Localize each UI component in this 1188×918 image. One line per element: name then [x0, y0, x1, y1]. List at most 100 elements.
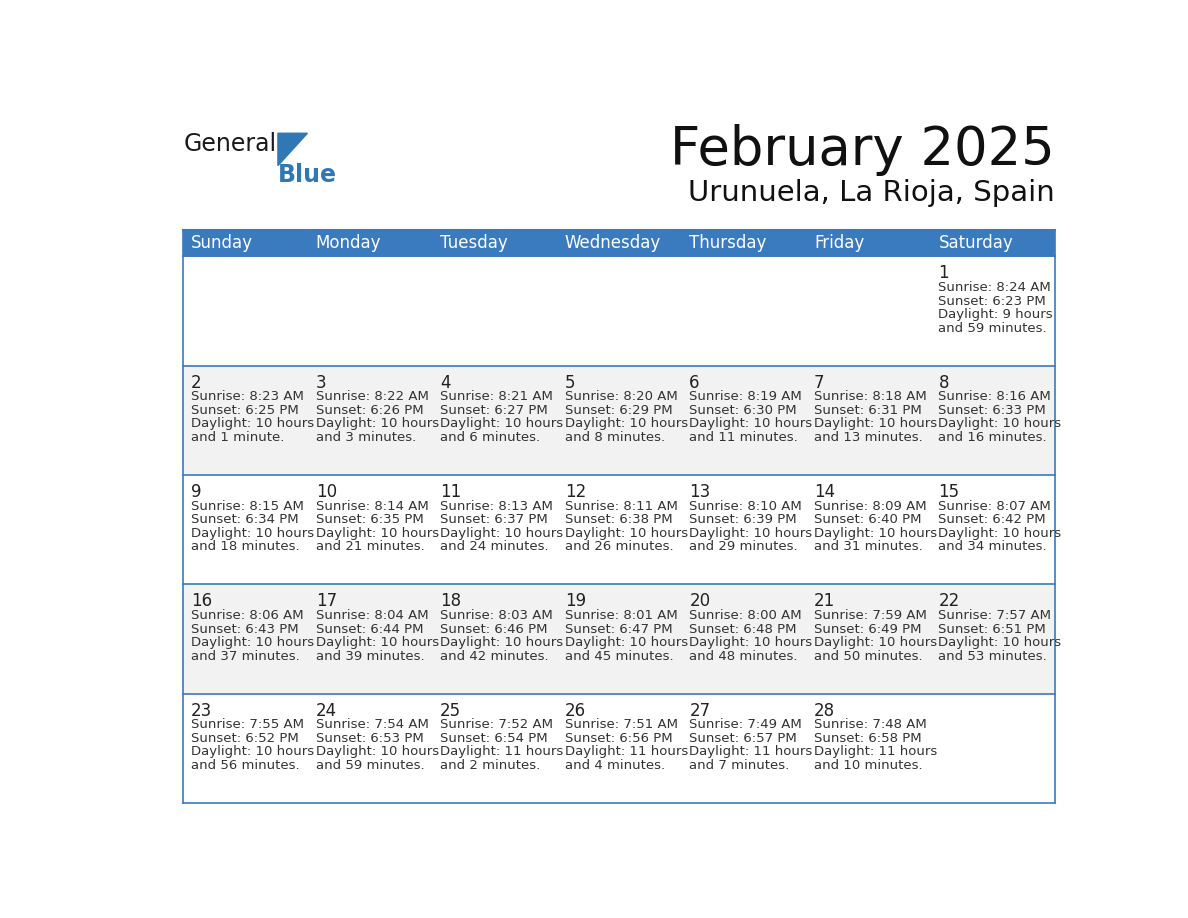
Text: Blue: Blue [278, 162, 337, 186]
Text: Sunset: 6:35 PM: Sunset: 6:35 PM [316, 513, 423, 526]
Text: Sunset: 6:57 PM: Sunset: 6:57 PM [689, 732, 797, 744]
Text: and 18 minutes.: and 18 minutes. [191, 540, 299, 554]
Text: 15: 15 [939, 483, 960, 501]
Text: 4: 4 [441, 374, 450, 391]
Text: Sunrise: 8:14 AM: Sunrise: 8:14 AM [316, 499, 429, 513]
Text: and 8 minutes.: and 8 minutes. [564, 431, 665, 444]
FancyBboxPatch shape [183, 476, 1055, 585]
Text: 20: 20 [689, 592, 710, 610]
Text: Daylight: 11 hours: Daylight: 11 hours [564, 745, 688, 758]
Text: Sunrise: 8:20 AM: Sunrise: 8:20 AM [564, 390, 677, 403]
Text: Daylight: 10 hours: Daylight: 10 hours [939, 636, 1062, 649]
FancyBboxPatch shape [183, 694, 1055, 803]
Text: Daylight: 10 hours: Daylight: 10 hours [689, 527, 813, 540]
Text: Sunset: 6:25 PM: Sunset: 6:25 PM [191, 404, 299, 417]
Text: Thursday: Thursday [689, 234, 766, 252]
Text: Urunuela, La Rioja, Spain: Urunuela, La Rioja, Spain [689, 179, 1055, 207]
Text: Daylight: 10 hours: Daylight: 10 hours [316, 636, 438, 649]
Text: and 59 minutes.: and 59 minutes. [316, 759, 424, 772]
Text: and 53 minutes.: and 53 minutes. [939, 650, 1047, 663]
Text: 27: 27 [689, 701, 710, 720]
Text: Sunrise: 7:57 AM: Sunrise: 7:57 AM [939, 610, 1051, 622]
FancyBboxPatch shape [183, 230, 1055, 256]
Polygon shape [278, 133, 308, 165]
Text: Sunset: 6:23 PM: Sunset: 6:23 PM [939, 295, 1047, 308]
Text: and 31 minutes.: and 31 minutes. [814, 540, 923, 554]
Text: and 16 minutes.: and 16 minutes. [939, 431, 1047, 444]
Text: Daylight: 10 hours: Daylight: 10 hours [191, 636, 315, 649]
Text: Sunrise: 8:03 AM: Sunrise: 8:03 AM [441, 610, 552, 622]
Text: and 2 minutes.: and 2 minutes. [441, 759, 541, 772]
Text: Daylight: 11 hours: Daylight: 11 hours [689, 745, 813, 758]
Text: Monday: Monday [316, 234, 381, 252]
Text: 24: 24 [316, 701, 337, 720]
Text: Sunset: 6:44 PM: Sunset: 6:44 PM [316, 622, 423, 635]
Text: Sunset: 6:49 PM: Sunset: 6:49 PM [814, 622, 922, 635]
Text: Sunrise: 7:48 AM: Sunrise: 7:48 AM [814, 719, 927, 732]
Text: and 42 minutes.: and 42 minutes. [441, 650, 549, 663]
Text: and 45 minutes.: and 45 minutes. [564, 650, 674, 663]
Text: Sunset: 6:39 PM: Sunset: 6:39 PM [689, 513, 797, 526]
Text: Sunrise: 8:16 AM: Sunrise: 8:16 AM [939, 390, 1051, 403]
Text: Daylight: 10 hours: Daylight: 10 hours [316, 527, 438, 540]
Text: and 59 minutes.: and 59 minutes. [939, 321, 1047, 334]
Text: and 4 minutes.: and 4 minutes. [564, 759, 665, 772]
Text: 6: 6 [689, 374, 700, 391]
Text: Daylight: 10 hours: Daylight: 10 hours [316, 745, 438, 758]
Text: Daylight: 10 hours: Daylight: 10 hours [564, 636, 688, 649]
Text: Sunrise: 8:04 AM: Sunrise: 8:04 AM [316, 610, 429, 622]
Text: 5: 5 [564, 374, 575, 391]
Text: General: General [183, 131, 277, 156]
Text: Daylight: 10 hours: Daylight: 10 hours [814, 527, 937, 540]
Text: and 34 minutes.: and 34 minutes. [939, 540, 1047, 554]
Text: and 3 minutes.: and 3 minutes. [316, 431, 416, 444]
Text: and 37 minutes.: and 37 minutes. [191, 650, 299, 663]
Text: Sunset: 6:43 PM: Sunset: 6:43 PM [191, 622, 298, 635]
Text: Sunrise: 8:01 AM: Sunrise: 8:01 AM [564, 610, 677, 622]
Text: Sunrise: 7:49 AM: Sunrise: 7:49 AM [689, 719, 802, 732]
Text: 10: 10 [316, 483, 337, 501]
Text: Sunrise: 7:59 AM: Sunrise: 7:59 AM [814, 610, 927, 622]
Text: 11: 11 [441, 483, 461, 501]
Text: 18: 18 [441, 592, 461, 610]
Text: Sunset: 6:46 PM: Sunset: 6:46 PM [441, 622, 548, 635]
Text: 21: 21 [814, 592, 835, 610]
Text: Daylight: 10 hours: Daylight: 10 hours [814, 636, 937, 649]
Text: Daylight: 10 hours: Daylight: 10 hours [564, 418, 688, 431]
Text: Friday: Friday [814, 234, 864, 252]
Text: Sunrise: 8:18 AM: Sunrise: 8:18 AM [814, 390, 927, 403]
Text: 8: 8 [939, 374, 949, 391]
Text: 3: 3 [316, 374, 327, 391]
Text: Sunset: 6:52 PM: Sunset: 6:52 PM [191, 732, 299, 744]
Text: Sunset: 6:54 PM: Sunset: 6:54 PM [441, 732, 548, 744]
Text: Daylight: 10 hours: Daylight: 10 hours [191, 418, 315, 431]
Text: and 26 minutes.: and 26 minutes. [564, 540, 674, 554]
Text: 9: 9 [191, 483, 202, 501]
Text: Sunset: 6:30 PM: Sunset: 6:30 PM [689, 404, 797, 417]
Text: Daylight: 10 hours: Daylight: 10 hours [689, 636, 813, 649]
Text: and 29 minutes.: and 29 minutes. [689, 540, 798, 554]
Text: and 50 minutes.: and 50 minutes. [814, 650, 923, 663]
Text: and 48 minutes.: and 48 minutes. [689, 650, 798, 663]
Text: and 13 minutes.: and 13 minutes. [814, 431, 923, 444]
Text: Sunday: Sunday [191, 234, 253, 252]
Text: Sunrise: 8:06 AM: Sunrise: 8:06 AM [191, 610, 304, 622]
Text: Sunset: 6:38 PM: Sunset: 6:38 PM [564, 513, 672, 526]
Text: and 11 minutes.: and 11 minutes. [689, 431, 798, 444]
Text: Daylight: 10 hours: Daylight: 10 hours [939, 527, 1062, 540]
Text: Sunset: 6:37 PM: Sunset: 6:37 PM [441, 513, 548, 526]
Text: Sunset: 6:26 PM: Sunset: 6:26 PM [316, 404, 423, 417]
Text: Sunset: 6:33 PM: Sunset: 6:33 PM [939, 404, 1047, 417]
Text: and 10 minutes.: and 10 minutes. [814, 759, 923, 772]
Text: 22: 22 [939, 592, 960, 610]
Text: Sunset: 6:47 PM: Sunset: 6:47 PM [564, 622, 672, 635]
Text: 23: 23 [191, 701, 213, 720]
Text: Daylight: 9 hours: Daylight: 9 hours [939, 308, 1053, 321]
Text: Sunset: 6:53 PM: Sunset: 6:53 PM [316, 732, 423, 744]
Text: Daylight: 11 hours: Daylight: 11 hours [814, 745, 937, 758]
Text: Wednesday: Wednesday [564, 234, 661, 252]
Text: 2: 2 [191, 374, 202, 391]
Text: Sunrise: 8:11 AM: Sunrise: 8:11 AM [564, 499, 677, 513]
Text: 26: 26 [564, 701, 586, 720]
Text: Sunrise: 8:07 AM: Sunrise: 8:07 AM [939, 499, 1051, 513]
